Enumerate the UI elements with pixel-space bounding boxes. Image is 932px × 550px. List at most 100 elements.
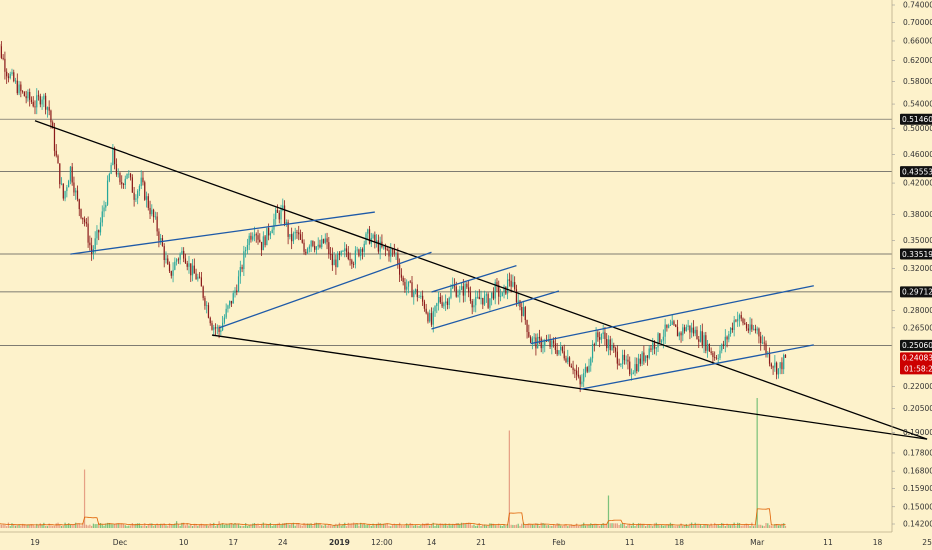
candle-body: [358, 249, 360, 256]
volume-bar: [439, 523, 441, 528]
volume-bar: [683, 525, 686, 528]
volume-bar: [310, 523, 312, 528]
candle-body: [375, 240, 378, 243]
volume-bar: [498, 523, 500, 528]
volume-bar: [425, 523, 427, 528]
volume-bar: [735, 525, 737, 528]
candle-body: [636, 364, 638, 372]
volume-bar: [593, 524, 595, 528]
candle-body: [721, 344, 723, 351]
candle-body: [529, 336, 532, 343]
volume-bar: [427, 522, 429, 528]
volume-bar: [664, 525, 666, 528]
volume-bar: [149, 523, 151, 528]
candle-body: [473, 305, 475, 308]
candle-body: [75, 190, 77, 193]
candle-body: [344, 248, 346, 251]
volume-bar: [653, 523, 656, 528]
candle-body: [763, 342, 765, 344]
candle-body: [455, 286, 457, 297]
candle-body: [563, 351, 565, 359]
candle-body: [209, 317, 211, 324]
volume-bar: [544, 524, 546, 528]
candle-body: [599, 337, 601, 340]
volume-bar: [140, 525, 142, 528]
candle-body: [351, 260, 353, 265]
candle-body: [645, 355, 647, 362]
volume-bar: [485, 525, 487, 528]
candle-body: [696, 329, 698, 340]
volume-bar: [340, 525, 342, 528]
candle-body: [126, 173, 128, 179]
volume-bar: [445, 523, 447, 528]
candle-body: [469, 292, 472, 302]
level-badge-label: 0.250609: [902, 341, 932, 350]
volume-bar: [434, 525, 436, 528]
current-price-label: 0.240839: [902, 354, 932, 363]
volume-bar: [214, 526, 217, 528]
volume-bar: [420, 525, 422, 528]
volume-bar: [375, 523, 378, 528]
candle-body: [34, 106, 36, 108]
candle-body: [715, 357, 718, 359]
candle-body: [179, 254, 181, 260]
volume-bar: [774, 523, 776, 528]
volume-bar: [32, 525, 34, 528]
volume-bar: [294, 525, 296, 528]
volume-bar: [545, 525, 548, 528]
volume-bar: [306, 523, 309, 528]
candle-body: [184, 258, 187, 264]
candle-body: [66, 187, 68, 192]
volume-bar: [259, 526, 261, 528]
candle-body: [271, 229, 273, 234]
candle-body: [604, 332, 606, 340]
candle-body: [576, 370, 578, 375]
candle-body: [48, 107, 50, 111]
x-tick-label: 18: [873, 538, 883, 547]
volume-bar: [172, 524, 174, 528]
candle-body: [388, 249, 390, 257]
volume-bar: [729, 525, 732, 528]
candle-body: [372, 234, 374, 238]
volume-bar: [496, 525, 498, 528]
volume-bar: [701, 526, 703, 528]
candle-body: [776, 362, 778, 375]
volume-bar: [689, 523, 691, 528]
candle-body: [519, 300, 521, 307]
volume-bar: [326, 525, 328, 528]
volume-bar: [314, 522, 316, 528]
candle-body: [183, 250, 185, 259]
candle-body: [257, 235, 259, 240]
volume-bar: [126, 526, 128, 528]
candle-body: [342, 250, 344, 252]
candle-body: [145, 196, 148, 200]
candle-body: [213, 327, 215, 330]
candle-body: [195, 273, 197, 280]
volume-bar: [71, 524, 73, 528]
volume-bar: [414, 524, 417, 528]
trendline: [211, 334, 928, 440]
candle-body: [149, 207, 151, 215]
candle-body: [83, 219, 86, 223]
candle-body: [436, 303, 438, 307]
candle-body: [391, 249, 394, 251]
volume-bar: [45, 525, 47, 528]
candle-body: [453, 284, 456, 287]
volume-bar: [402, 525, 404, 528]
volume-bar: [230, 523, 233, 528]
candle-body: [223, 317, 226, 323]
candle-body: [480, 297, 482, 300]
candle-body: [698, 339, 700, 342]
candle-body: [68, 181, 70, 188]
candle-body: [174, 261, 176, 270]
volume-bar: [170, 524, 172, 528]
volume-bar: [220, 524, 222, 528]
candle-body: [407, 281, 410, 287]
candle-body: [643, 352, 645, 362]
candle-body: [101, 211, 103, 223]
